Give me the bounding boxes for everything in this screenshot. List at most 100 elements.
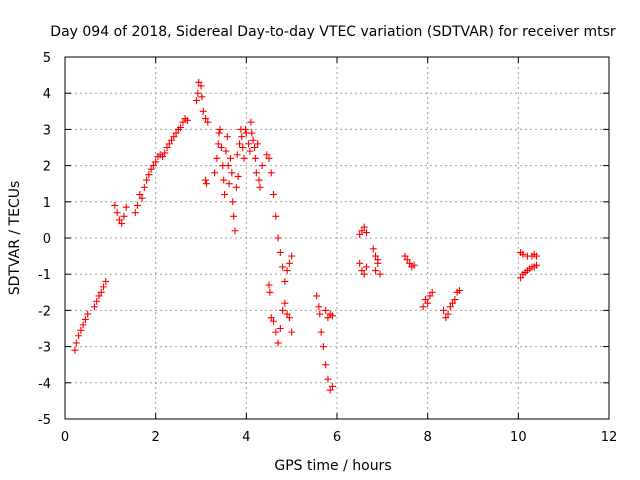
data-point [134, 201, 142, 209]
data-point [267, 314, 275, 322]
data-point [84, 310, 92, 318]
data-point [202, 115, 210, 123]
data-point [120, 212, 128, 220]
data-point [374, 256, 382, 264]
data-point [215, 129, 223, 137]
data-point [440, 306, 448, 314]
data-point [519, 250, 527, 258]
data-point [230, 212, 238, 220]
data-point [252, 169, 260, 177]
data-point [95, 292, 103, 300]
data-point [285, 259, 293, 267]
data-point [199, 107, 207, 115]
data-point [234, 172, 242, 180]
y-tick-label: 0 [43, 232, 51, 247]
data-point [118, 220, 126, 228]
data-point [245, 140, 253, 148]
data-point [198, 93, 206, 101]
data-point [102, 277, 110, 285]
data-point [401, 252, 409, 260]
data-point [360, 223, 368, 231]
data-point [192, 96, 200, 104]
x-tick-label: 12 [601, 430, 618, 445]
data-point [77, 326, 85, 334]
data-point [322, 306, 330, 314]
data-point [223, 133, 231, 141]
data-point [449, 299, 457, 307]
data-point [270, 317, 278, 325]
y-tick-label: 4 [43, 87, 51, 102]
data-point [288, 328, 296, 336]
data-point [71, 346, 79, 354]
data-point [216, 125, 224, 133]
chart-title: Day 094 of 2018, Sidereal Day-to-day VTE… [50, 24, 616, 40]
data-point [455, 286, 463, 294]
data-point [204, 118, 212, 126]
y-tick-label: -4 [38, 377, 51, 392]
data-point [274, 339, 282, 347]
data-point [532, 261, 540, 269]
data-point [81, 315, 89, 323]
data-point [238, 133, 246, 141]
data-point [143, 176, 151, 184]
data-point [446, 303, 454, 311]
data-point [281, 299, 289, 307]
data-point [265, 281, 273, 289]
data-point [419, 303, 427, 311]
data-point [240, 154, 248, 162]
data-point [249, 136, 257, 144]
data-point [195, 78, 203, 86]
data-point [224, 162, 232, 170]
data-point [424, 299, 432, 307]
data-point [319, 343, 327, 351]
data-point [258, 162, 266, 170]
data-point [356, 259, 364, 267]
data-point [214, 140, 222, 148]
data-point [90, 303, 98, 311]
data-point [100, 283, 108, 291]
data-point [281, 277, 289, 285]
data-point [410, 261, 418, 269]
data-point [241, 125, 249, 133]
data-point [266, 288, 274, 296]
y-axis-label: SDTVAR / TECUs [7, 181, 23, 296]
data-point [229, 198, 237, 206]
data-point [113, 209, 121, 217]
data-point [376, 270, 384, 278]
data-point [272, 328, 280, 336]
data-point [72, 339, 80, 347]
data-point [136, 191, 144, 199]
data-point [147, 165, 155, 173]
x-tick-label: 0 [61, 430, 69, 445]
data-point [131, 209, 139, 217]
data-point [362, 229, 370, 237]
data-point [358, 227, 366, 235]
data-point [263, 151, 271, 159]
data-point [283, 310, 291, 318]
data-point [283, 267, 291, 275]
data-point [177, 124, 185, 132]
y-tick-label: 1 [43, 196, 51, 211]
data-point [326, 386, 334, 394]
plot-frame [64, 56, 610, 420]
data-point [444, 310, 452, 318]
data-point [532, 252, 540, 260]
data-point [328, 382, 336, 390]
data-point [328, 312, 336, 320]
data-point [285, 314, 293, 322]
data-point [248, 129, 256, 137]
data-point [247, 118, 255, 126]
data-point [202, 180, 210, 188]
data-point [233, 151, 241, 159]
data-point [403, 256, 411, 264]
data-point [426, 292, 434, 300]
data-point [220, 176, 228, 184]
data-point [316, 310, 324, 318]
data-point [140, 183, 148, 191]
data-point [322, 361, 330, 369]
data-point [239, 144, 247, 151]
y-tick-label: -1 [38, 268, 51, 283]
y-tick-label: 2 [43, 160, 51, 175]
data-point [274, 234, 282, 242]
